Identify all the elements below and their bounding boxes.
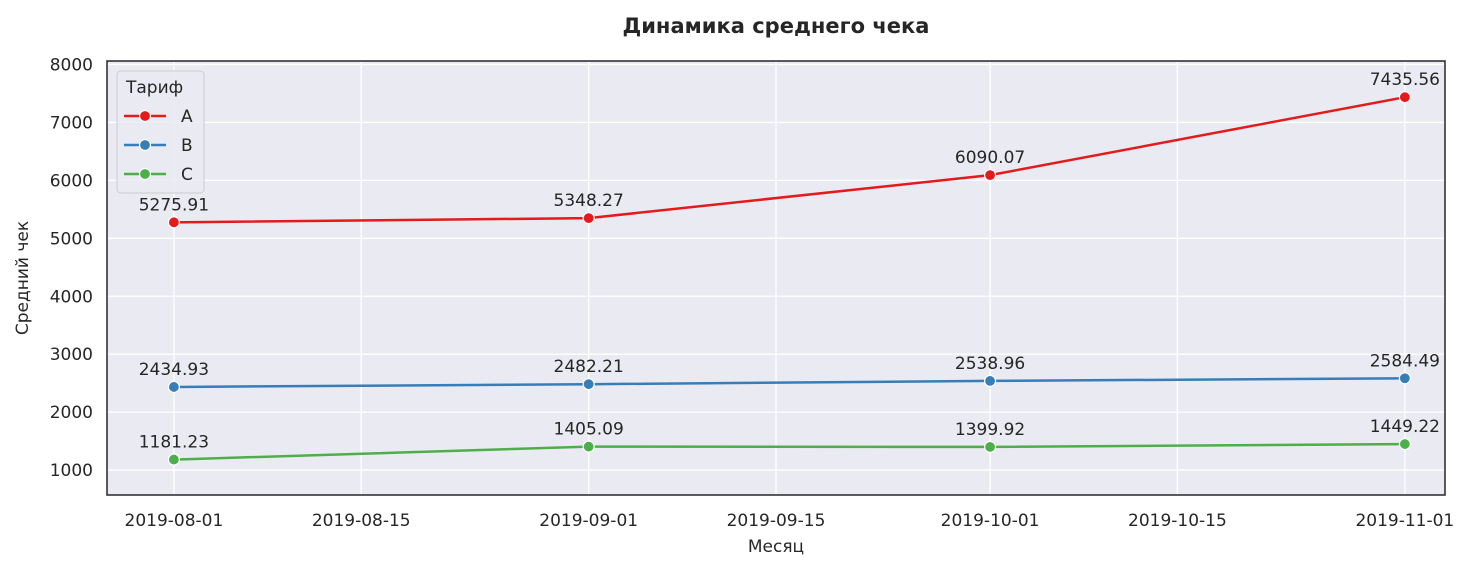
y-tick-label: 2000 (50, 403, 93, 423)
y-tick-label: 3000 (50, 345, 93, 365)
data-point-A (1398, 91, 1411, 104)
data-point-C (167, 453, 180, 466)
data-label-A: 5275.91 (139, 195, 209, 215)
legend-marker-B (138, 138, 152, 152)
legend-marker-A (138, 109, 152, 123)
data-label-B: 2584.49 (1370, 351, 1440, 371)
x-tick-label: 2019-09-01 (539, 511, 638, 531)
grid (107, 61, 1445, 495)
series-line-C (173, 442, 1405, 461)
x-axis-ticks: 2019-08-01 2019-08-15 2019-09-01 2019-09-15… (125, 511, 1455, 531)
data-label-A: 7435.56 (1370, 70, 1440, 90)
data-label-A: 5348.27 (554, 191, 624, 211)
data-point-C (582, 440, 595, 453)
x-tick-label: 2019-11-01 (1355, 511, 1454, 531)
x-tick-label: 2019-08-15 (312, 511, 411, 531)
legend: Тариф ABC (116, 70, 205, 194)
y-tick-label: 6000 (50, 171, 93, 191)
legend-label-B: B (181, 136, 193, 156)
data-point-B (1398, 372, 1411, 385)
x-tick-label: 2019-08-01 (125, 511, 224, 531)
y-axis-label: Средний чек (13, 221, 33, 335)
y-tick-label: 5000 (50, 229, 93, 249)
data-point-B (582, 378, 595, 391)
legend-marker-C (138, 167, 152, 181)
data-point-A (582, 212, 595, 225)
plot-frame (106, 60, 1446, 496)
data-label-C: 1405.09 (554, 420, 624, 440)
y-tick-label: 4000 (50, 287, 93, 307)
data-point-B (167, 380, 180, 394)
data-point-C (1398, 437, 1411, 451)
series-line-A (173, 95, 1406, 224)
legend-box (116, 70, 205, 194)
data-label-C: 1449.22 (1370, 417, 1440, 437)
data-point-C (983, 440, 997, 454)
x-tick-label: 2019-10-01 (941, 511, 1040, 531)
data-point-B (983, 374, 997, 388)
data-label-B: 2538.96 (955, 354, 1025, 374)
data-labels: 5275.91 5348.27 6090.07 7435.56 2434.93 2482.… (139, 70, 1440, 452)
y-tick-label: 7000 (50, 113, 93, 133)
data-label-B: 2434.93 (139, 360, 209, 380)
y-axis-ticks: 1000 2000 3000 4000 5000 6000 7000 8000 (50, 55, 93, 481)
chart-title: Динамика среднего чека (623, 14, 930, 38)
data-point-A (167, 216, 180, 229)
data-label-C: 1399.92 (955, 420, 1025, 440)
x-axis-label: Месяц (748, 537, 804, 557)
data-label-B: 2482.21 (554, 357, 624, 377)
series-layer (167, 91, 1411, 466)
series-line-B (173, 377, 1405, 389)
data-point-A (983, 169, 997, 182)
legend-label-A: A (181, 107, 193, 127)
data-label-A: 6090.07 (955, 148, 1025, 168)
y-tick-label: 8000 (50, 55, 93, 75)
x-tick-label: 2019-09-15 (727, 511, 826, 531)
legend-label-C: C (181, 165, 193, 185)
x-tick-label: 2019-10-15 (1128, 511, 1227, 531)
legend-title: Тариф (125, 78, 183, 98)
data-label-C: 1181.23 (139, 433, 209, 453)
y-tick-label: 1000 (50, 461, 93, 481)
